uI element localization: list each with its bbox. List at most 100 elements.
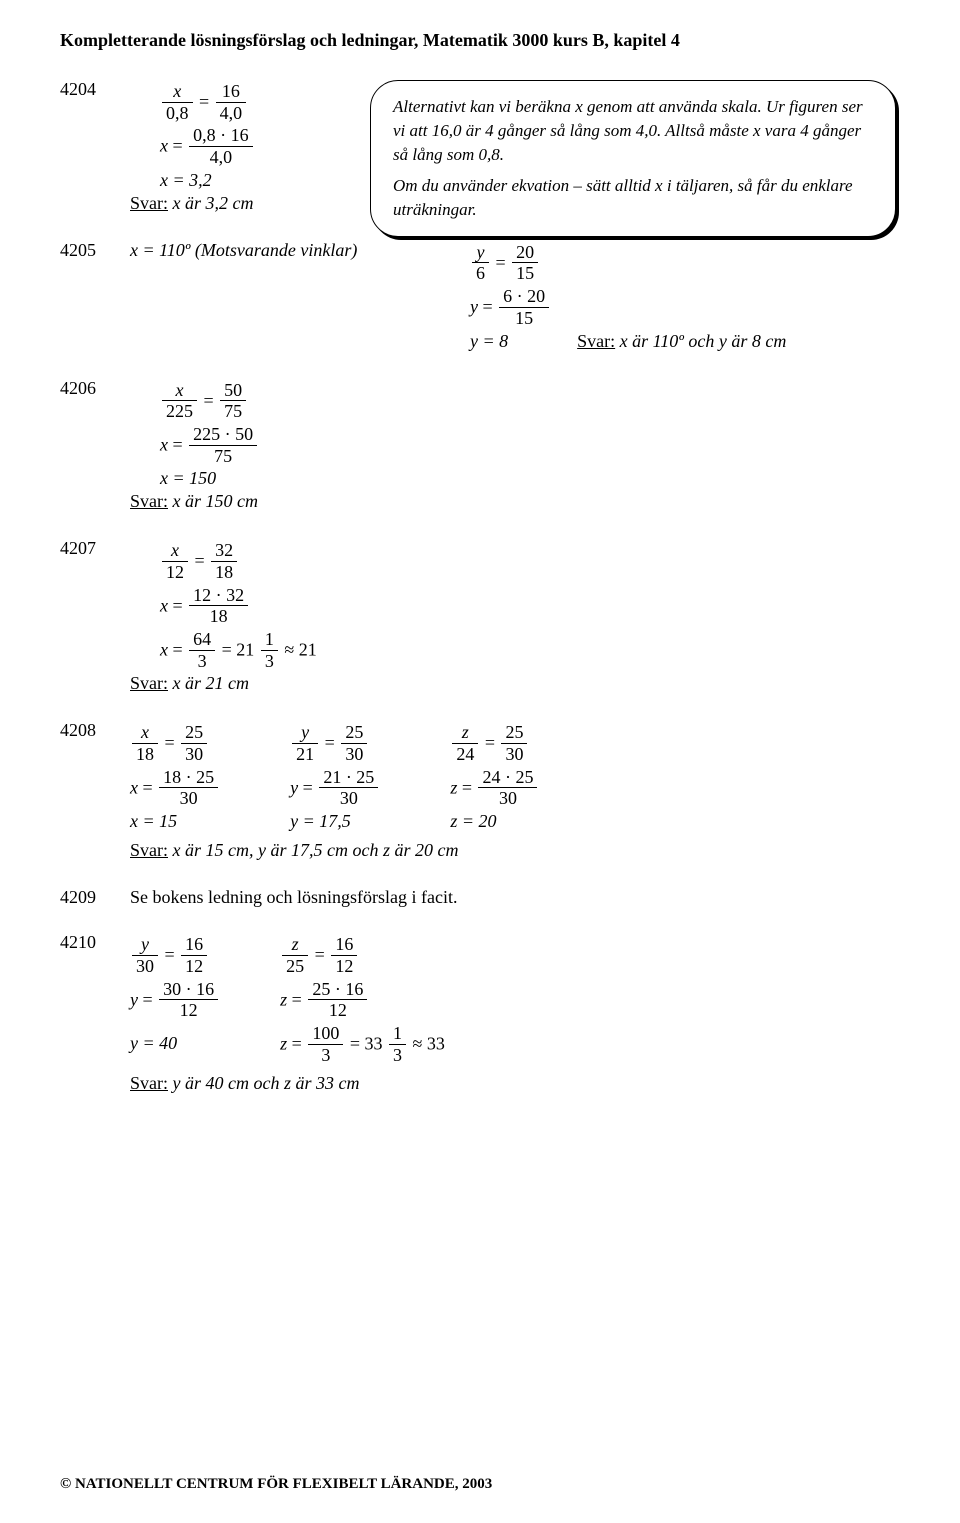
text: ≈ 21 <box>284 640 316 660</box>
var: x <box>160 435 168 455</box>
frac-den: 0,8 <box>162 103 193 124</box>
problem-content: x12 = 3218 x = 12 · 3218 x = 643 = 21 13… <box>130 538 900 696</box>
svar-label: Svar: <box>130 840 168 860</box>
equation-line: z24 = 2530 <box>450 722 539 764</box>
problem-4207: 4207 x12 = 3218 x = 12 · 3218 x = 643 = … <box>60 538 900 696</box>
equation-line: z = 1003 = 33 13 ≈ 33 <box>280 1023 445 1065</box>
frac-den: 21 <box>292 744 318 765</box>
page-footer: © NATIONELLT CENTRUM FÖR FLEXIBELT LÄRAN… <box>60 1476 492 1493</box>
equation-line: y = 17,5 <box>290 811 380 832</box>
text: = 33 <box>350 1034 383 1054</box>
page: Kompletterande lösningsförslag och ledni… <box>0 0 960 1523</box>
frac-den: 18 <box>132 744 158 765</box>
var: y <box>290 777 298 797</box>
frac-den: 3 <box>189 651 215 672</box>
problem-4205: 4205 x = 110º (Motsvarande vinklar) y6 =… <box>60 240 900 354</box>
svar-text: x är 110º och y är 8 cm <box>615 331 786 351</box>
callout-box: Alternativt kan vi beräkna x genom att a… <box>370 80 896 237</box>
svar-label: Svar: <box>577 331 615 351</box>
frac-den: 30 <box>319 788 378 809</box>
frac-den: 4,0 <box>189 147 253 168</box>
frac-den: 15 <box>499 308 549 329</box>
equation-line: z = 24 · 2530 <box>450 767 539 809</box>
answer-line: Svar: x är 15 cm, y är 17,5 cm och z är … <box>130 840 900 861</box>
frac-den: 75 <box>220 401 246 422</box>
frac-num: 30 · 16 <box>159 979 218 1001</box>
frac-num: 225 · 50 <box>189 424 257 446</box>
problem-4209: 4209 Se bokens ledning och lösningsförsl… <box>60 887 900 908</box>
frac-num: 12 · 32 <box>189 585 248 607</box>
frac-num: 1 <box>261 629 278 651</box>
frac-den: 30 <box>478 788 537 809</box>
svar-text: x är 150 cm <box>168 491 258 511</box>
frac-den: 15 <box>512 263 538 284</box>
problem-number: 4206 <box>60 378 130 399</box>
frac-num: 18 · 25 <box>159 767 218 789</box>
frac-num: x <box>162 540 188 562</box>
equation-line: y = 40 <box>130 1033 220 1054</box>
frac-den: 30 <box>132 956 158 977</box>
equation-line: y30 = 1612 <box>130 934 220 976</box>
equation-line: x = 110º (Motsvarande vinklar) <box>130 240 430 261</box>
frac-num: 100 <box>308 1023 343 1045</box>
frac-num: 24 · 25 <box>478 767 537 789</box>
frac-den: 18 <box>211 562 237 583</box>
svar-text: x är 3,2 cm <box>168 193 253 213</box>
col-z: z24 = 2530 z = 24 · 2530 z = 20 <box>450 720 539 834</box>
problem-number: 4205 <box>60 240 130 261</box>
frac-den: 4,0 <box>216 103 247 124</box>
page-header: Kompletterande lösningsförslag och ledni… <box>60 30 900 51</box>
var: x <box>130 777 138 797</box>
frac-den: 30 <box>341 744 367 765</box>
problem-content: x18 = 2530 x = 18 · 2530 x = 15 y21 = 2 <box>130 720 900 863</box>
callout-para-1: Alternativt kan vi beräkna x genom att a… <box>393 95 873 166</box>
var: y <box>470 297 478 317</box>
problem-content: x225 = 5075 x = 225 · 5075 x = 150 Svar:… <box>130 378 900 515</box>
frac-num: 50 <box>220 380 246 402</box>
frac-num: 16 <box>216 81 247 103</box>
frac-den: 12 <box>331 956 357 977</box>
col-z: z25 = 1612 z = 25 · 1612 z = 1003 = 33 1… <box>280 932 445 1067</box>
frac-num: 20 <box>512 242 538 264</box>
equation-line: x = 18 · 2530 <box>130 767 220 809</box>
problem-content: Se bokens ledning och lösningsförslag i … <box>130 887 900 908</box>
equation-line: z = 20 <box>450 811 539 832</box>
frac-den: 30 <box>501 744 527 765</box>
var: x <box>160 595 168 615</box>
problem-4208: 4208 x18 = 2530 x = 18 · 2530 x = 15 <box>60 720 900 863</box>
frac-num: 25 <box>341 722 367 744</box>
frac-num: 16 <box>331 934 357 956</box>
frac-den: 3 <box>261 651 278 672</box>
frac-den: 12 <box>181 956 207 977</box>
problem-content: y30 = 1612 y = 30 · 1612 y = 40 z25 = 1 <box>130 932 900 1096</box>
frac-num: y <box>132 934 158 956</box>
frac-den: 6 <box>472 263 489 284</box>
frac-den: 24 <box>452 744 478 765</box>
answer-line: Svar: y är 40 cm och z är 33 cm <box>130 1073 900 1094</box>
svar-text: x är 15 cm, y är 17,5 cm och z är 20 cm <box>168 840 458 860</box>
var: x <box>160 136 168 156</box>
frac-den: 3 <box>308 1045 343 1066</box>
frac-num: y <box>292 722 318 744</box>
equation-line: z25 = 1612 <box>280 934 445 976</box>
svar-label: Svar: <box>130 673 168 693</box>
text: ≈ 33 <box>412 1034 444 1054</box>
frac-num: 6 · 20 <box>499 286 549 308</box>
svar-label: Svar: <box>130 193 168 213</box>
equation-line: y6 = 2015 <box>470 242 786 284</box>
frac-den: 225 <box>162 401 197 422</box>
problem-4206: 4206 x225 = 5075 x = 225 · 5075 x = 150 … <box>60 378 900 515</box>
frac-num: 25 · 16 <box>308 979 367 1001</box>
equation-line: y21 = 2530 <box>290 722 380 764</box>
frac-num: x <box>162 81 193 103</box>
frac-den: 12 <box>308 1000 367 1021</box>
col-y: y30 = 1612 y = 30 · 1612 y = 40 <box>130 932 220 1067</box>
problem-number: 4208 <box>60 720 130 741</box>
equation-line: x225 = 5075 <box>160 380 900 422</box>
frac-num: 32 <box>211 540 237 562</box>
problem-number: 4210 <box>60 932 130 953</box>
equation-line: x = 12 · 3218 <box>160 585 900 627</box>
frac-den: 25 <box>282 956 308 977</box>
equation-line: x = 150 <box>160 468 900 489</box>
problem-number: 4209 <box>60 887 130 908</box>
